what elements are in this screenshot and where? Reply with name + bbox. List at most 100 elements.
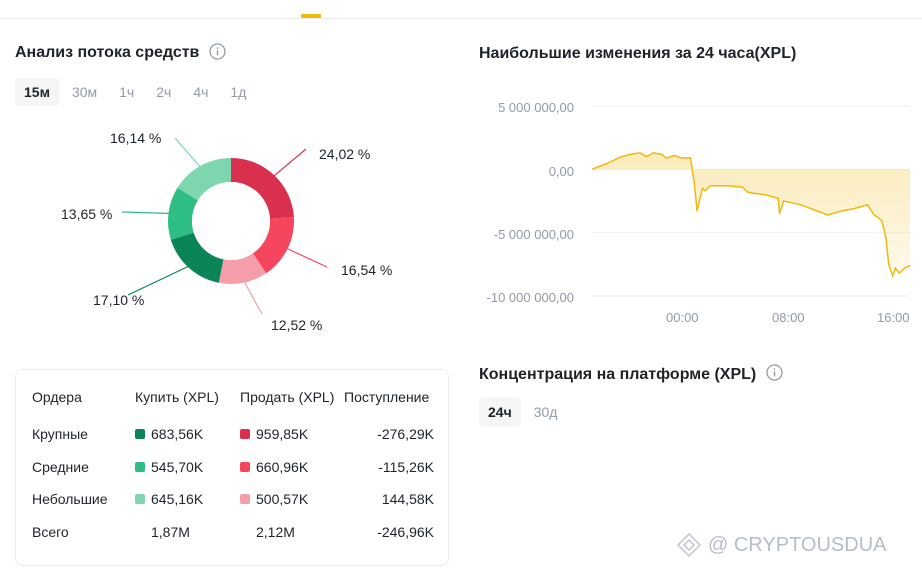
donut-segment-large-sell[interactable] xyxy=(231,158,294,219)
data-point xyxy=(592,168,593,170)
orders-table: Ордера Купить (XPL) Продать (XPL) Поступ… xyxy=(15,369,449,566)
data-point xyxy=(892,275,894,277)
row-total-name: Всего xyxy=(32,524,69,540)
row-large-buy: 683,56K xyxy=(135,426,203,442)
watermark: @ CRYPTOUSDUA xyxy=(676,532,887,558)
row-small-sell: 500,57K xyxy=(240,491,308,507)
row-medium-buy: 545,70K xyxy=(135,459,203,475)
diamond-logo-icon xyxy=(676,532,702,558)
data-point xyxy=(693,183,696,186)
row-medium-sell: 660,96K xyxy=(240,459,308,475)
data-point xyxy=(782,200,785,202)
data-point xyxy=(800,204,802,206)
info-icon[interactable] xyxy=(209,43,226,60)
row-total-sell: 2,12M xyxy=(256,524,295,540)
data-point xyxy=(826,214,829,216)
row-total-inflow: -246,96K xyxy=(377,524,434,540)
donut-segment-large-buy[interactable] xyxy=(170,232,224,283)
buy-color-swatch xyxy=(135,494,145,504)
tab-30d[interactable]: 30д xyxy=(533,404,558,420)
data-point xyxy=(909,265,911,267)
data-point xyxy=(620,156,622,158)
concentration-title: Концентрация на платформе (XPL) xyxy=(479,366,757,383)
donut-leader-line xyxy=(271,148,307,179)
y-tick-label: -10 000 000,00 xyxy=(486,290,574,305)
header-buy: Купить (XPL) xyxy=(135,389,219,405)
row-large-inflow: -276,29K xyxy=(377,426,434,442)
data-point xyxy=(645,156,648,158)
donut-segment-medium-sell[interactable] xyxy=(252,217,294,274)
data-point xyxy=(607,162,609,164)
data-point xyxy=(727,185,729,187)
data-point xyxy=(885,238,887,240)
tab-1d[interactable]: 1д xyxy=(230,84,247,100)
concentration-tabs: 24ч 30д xyxy=(479,397,566,427)
buy-color-swatch xyxy=(135,429,145,439)
donut-segment-medium-buy[interactable] xyxy=(168,187,198,240)
row-small-name: Небольшие xyxy=(32,491,108,507)
tab-30m[interactable]: 30м xyxy=(71,84,98,100)
data-point xyxy=(689,157,692,159)
data-point xyxy=(753,192,755,194)
row-large-name: Крупные xyxy=(32,426,88,442)
data-point xyxy=(665,157,668,159)
donut-label-small-buy: 16,14 % xyxy=(110,130,162,146)
data-point xyxy=(741,186,743,188)
row-medium-buy-value: 545,70K xyxy=(151,459,204,475)
row-small-inflow: 144,58K xyxy=(381,491,434,507)
row-medium-name: Средние xyxy=(32,459,89,475)
tab-15m[interactable]: 15м xyxy=(15,78,59,106)
sell-color-swatch xyxy=(240,429,250,439)
row-small-sell-value: 500,57K xyxy=(256,491,309,507)
data-point xyxy=(888,263,890,265)
data-point xyxy=(639,152,641,154)
flow-donut-chart xyxy=(121,137,328,315)
y-tick-label: -5 000 000,00 xyxy=(493,227,574,242)
data-point xyxy=(894,267,896,269)
watermark-text: @ CRYPTOUSDUA xyxy=(708,533,887,556)
row-large-sell-value: 959,85K xyxy=(256,426,309,442)
tab-4h[interactable]: 4ч xyxy=(193,84,209,100)
donut-leader-line xyxy=(174,137,203,170)
data-point xyxy=(704,190,706,192)
y-tick-label: 5 000 000,00 xyxy=(498,100,574,115)
donut-segment-small-buy[interactable] xyxy=(177,158,231,201)
x-tick-label: 00:00 xyxy=(666,310,699,325)
donut-leader-line xyxy=(127,264,192,296)
tab-24h[interactable]: 24ч xyxy=(479,397,521,427)
donut-leader-line xyxy=(121,211,173,215)
data-point xyxy=(652,152,654,154)
data-point xyxy=(881,220,883,222)
data-point xyxy=(779,213,781,215)
row-small-buy: 645,16K xyxy=(135,491,203,507)
donut-leader-line xyxy=(242,278,263,315)
series-area xyxy=(592,152,910,276)
sell-color-swatch xyxy=(240,462,250,472)
data-point xyxy=(680,157,682,159)
row-medium-sell-value: 660,96K xyxy=(256,459,309,475)
sell-color-swatch xyxy=(240,494,250,504)
data-point xyxy=(898,272,900,274)
donut-label-medium-buy: 13,65 % xyxy=(61,206,113,222)
donut-label-large-buy: 17,10 % xyxy=(93,292,145,308)
data-point xyxy=(696,210,698,212)
tab-1h[interactable]: 1ч xyxy=(119,84,135,100)
data-point xyxy=(877,216,879,219)
info-icon[interactable] xyxy=(766,364,783,381)
data-point xyxy=(709,185,712,187)
flow-title: Анализ потока средств xyxy=(15,44,200,61)
donut-segment-small-sell[interactable] xyxy=(218,253,267,284)
active-tab-indicator xyxy=(301,14,321,18)
donut-hole xyxy=(192,182,270,260)
tab-2h[interactable]: 2ч xyxy=(156,84,172,100)
changes-line-chart xyxy=(592,105,911,297)
data-point xyxy=(866,204,869,206)
x-tick-label: 16:00 xyxy=(877,310,910,325)
data-point xyxy=(631,153,633,155)
donut-label-large-sell: 24,02 % xyxy=(319,146,371,162)
changes-title: Наибольшие изменения за 24 часа(XPL) xyxy=(479,45,797,62)
donut-leader-line xyxy=(283,246,328,268)
data-point xyxy=(813,209,815,211)
header-inflow: Поступление xyxy=(344,389,430,405)
data-point xyxy=(673,154,676,156)
